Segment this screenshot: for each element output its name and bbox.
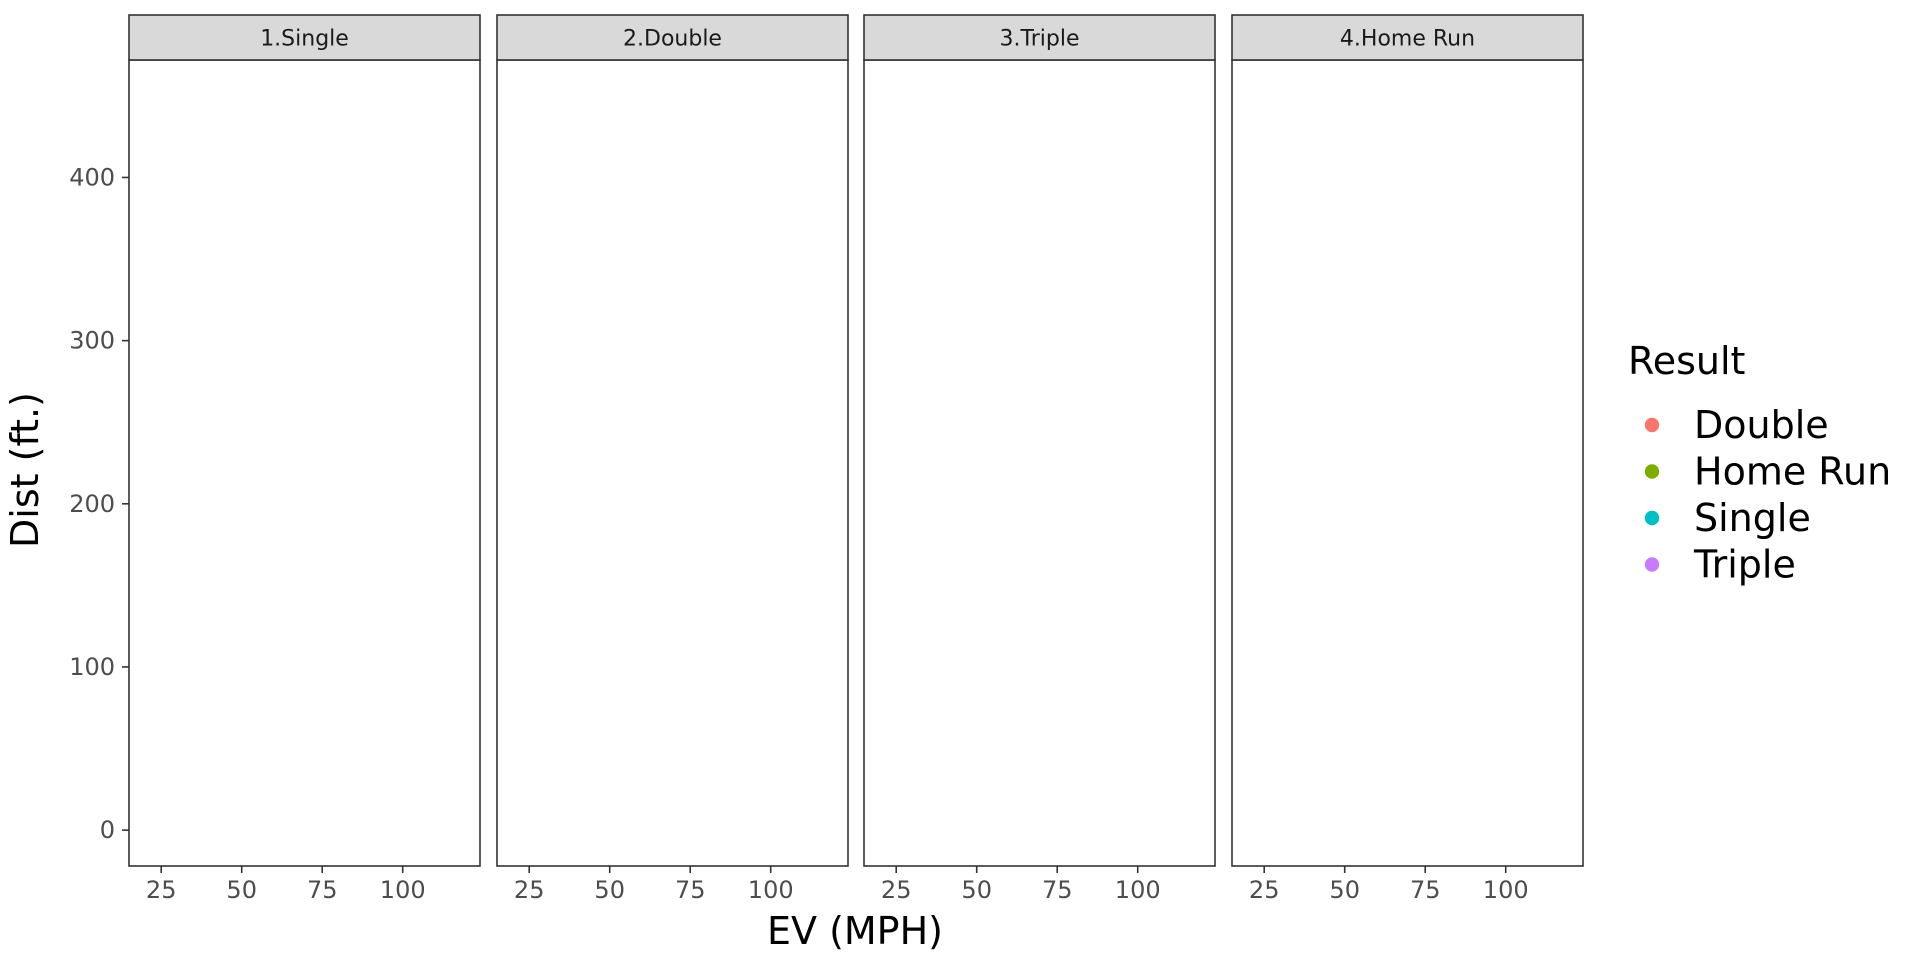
legend-item: Single [1644,496,1811,540]
x-tick-label: 25 [881,876,912,904]
legend-label: Single [1694,496,1811,540]
facet-strip-label: 2.Double [623,27,722,52]
x-tick-label: 100 [380,876,426,904]
y-tick-label: 400 [69,163,115,191]
x-tick-label: 75 [675,876,706,904]
x-tick-label: 100 [1483,876,1529,904]
facet-panel: 4.Home Run 25 50 75 100 [1231,14,1584,904]
y-axis-title: Dist (ft.) [3,392,47,548]
facet-panel: 3.Triple 25 50 75 100 [863,14,1216,904]
facet-strip [1231,14,1584,61]
facet-strip [496,14,849,61]
x-tick-label: 100 [748,876,794,904]
facet-strip-label: 1.Single [260,27,349,52]
legend-item: Double [1644,403,1829,447]
legend-key [1644,557,1660,572]
x-tick-label: 75 [1410,876,1441,904]
legend-label: Home Run [1694,450,1891,494]
facet-strip [128,14,481,61]
legend-key [1644,510,1660,526]
facet-strip-label: 4.Home Run [1340,27,1475,52]
legend-label: Double [1694,403,1829,447]
panel-border [863,59,1216,867]
y-axis: 0 100 200 300 400 [69,163,129,844]
x-tick-label: 50 [226,876,257,904]
x-tick-label: 25 [146,876,177,904]
y-tick-label: 200 [69,490,115,518]
x-tick-label: 75 [1042,876,1073,904]
facet-strip-label: 3.Triple [1000,27,1080,52]
legend-item: Triple [1644,543,1796,587]
legend-key [1644,464,1660,479]
panel-border [496,59,849,867]
x-tick-label: 75 [307,876,338,904]
panel-border [1231,59,1584,867]
facet-panel: 2.Double 25 50 75 100 [496,14,849,904]
x-tick-label: 25 [514,876,545,904]
x-tick-label: 100 [1115,876,1161,904]
legend-key [1644,417,1660,433]
x-tick-label: 50 [961,876,992,904]
y-tick-label: 100 [69,653,115,681]
facet-panel: 1.Single 25 50 75 100 [128,14,481,904]
x-tick-label: 25 [1249,876,1280,904]
panel-border [128,59,481,867]
x-tick-label: 50 [594,876,625,904]
x-tick-label: 50 [1329,876,1360,904]
x-axis-title: EV (MPH) [767,909,943,953]
facet-strip [863,14,1216,61]
y-tick-label: 0 [100,816,115,844]
legend-label: Triple [1693,543,1796,587]
legend-title: Result [1628,339,1745,383]
legend-item: Home Run [1644,450,1891,494]
y-tick-label: 300 [69,327,115,355]
